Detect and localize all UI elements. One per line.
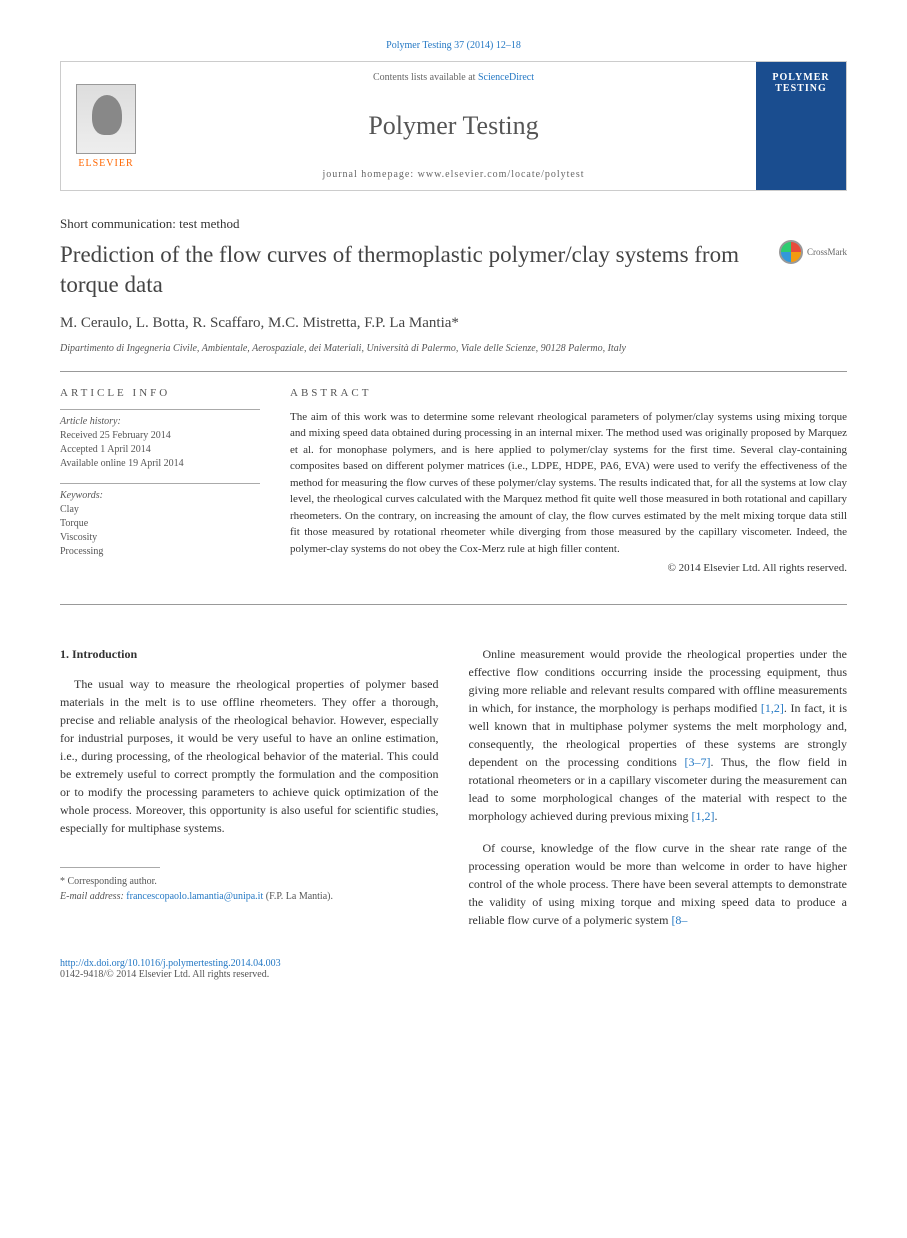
cover-title: POLYMER TESTING [761, 72, 841, 94]
keyword: Processing [60, 545, 260, 559]
homepage-url[interactable]: www.elsevier.com/locate/polytest [418, 169, 585, 180]
contents-prefix: Contents lists available at [373, 72, 478, 83]
history-label: Article history: [60, 409, 260, 427]
corresponding-author-note: * Corresponding author. [60, 874, 439, 889]
divider [60, 604, 847, 605]
citation-line: Polymer Testing 37 (2014) 12–18 [60, 40, 847, 51]
issn-copyright: 0142-9418/© 2014 Elsevier Ltd. All right… [60, 969, 847, 980]
elsevier-tree-icon [76, 84, 136, 154]
affiliation: Dipartimento di Ingegneria Civile, Ambie… [60, 342, 847, 356]
online-date: Available online 19 April 2014 [60, 457, 260, 471]
journal-homepage: journal homepage: www.elsevier.com/locat… [161, 169, 746, 180]
sciencedirect-link[interactable]: ScienceDirect [478, 72, 534, 83]
divider [60, 371, 847, 372]
journal-name: Polymer Testing [161, 111, 746, 141]
abstract-heading: ABSTRACT [290, 387, 847, 399]
email-suffix: (F.P. La Mantia). [263, 891, 333, 902]
email-label: E-mail address: [60, 891, 126, 902]
section-heading: 1. Introduction [60, 645, 439, 663]
article-info-panel: ARTICLE INFO Article history: Received 2… [60, 387, 260, 575]
journal-header: ELSEVIER Contents lists available at Sci… [60, 61, 847, 191]
author-list: M. Ceraulo, L. Botta, R. Scaffaro, M.C. … [60, 315, 847, 332]
reference-link[interactable]: [1,2] [691, 809, 714, 823]
doi-link[interactable]: http://dx.doi.org/10.1016/j.polymertesti… [60, 958, 847, 969]
crossmark-label: CrossMark [807, 247, 847, 257]
footnote-divider [60, 867, 160, 868]
reference-link[interactable]: [8– [671, 913, 687, 927]
email-footnote: E-mail address: francescopaolo.lamantia@… [60, 889, 439, 904]
body-text: Of course, knowledge of the flow curve i… [469, 841, 848, 927]
body-column-right: Online measurement would provide the rhe… [469, 645, 848, 943]
crossmark-badge[interactable]: CrossMark [779, 240, 847, 264]
crossmark-icon [779, 240, 803, 264]
info-heading: ARTICLE INFO [60, 387, 260, 399]
keyword: Clay [60, 503, 260, 517]
abstract-text: The aim of this work was to determine so… [290, 409, 847, 558]
article-type: Short communication: test method [60, 216, 847, 232]
body-paragraph: The usual way to measure the rheological… [60, 675, 439, 837]
accepted-date: Accepted 1 April 2014 [60, 443, 260, 457]
publisher-name: ELSEVIER [78, 158, 133, 169]
keyword: Torque [60, 517, 260, 531]
reference-link[interactable]: [3–7] [685, 755, 711, 769]
body-paragraph: Online measurement would provide the rhe… [469, 645, 848, 825]
received-date: Received 25 February 2014 [60, 429, 260, 443]
homepage-prefix: journal homepage: [322, 169, 417, 180]
journal-cover-thumbnail[interactable]: POLYMER TESTING [756, 62, 846, 190]
keywords-label: Keywords: [60, 483, 260, 501]
author-email-link[interactable]: francescopaolo.lamantia@unipa.it [126, 891, 263, 902]
abstract-panel: ABSTRACT The aim of this work was to det… [290, 387, 847, 575]
contents-list-line: Contents lists available at ScienceDirec… [161, 72, 746, 83]
body-paragraph: Of course, knowledge of the flow curve i… [469, 839, 848, 929]
publisher-logo[interactable]: ELSEVIER [61, 62, 151, 190]
body-column-left: 1. Introduction The usual way to measure… [60, 645, 439, 943]
abstract-copyright: © 2014 Elsevier Ltd. All rights reserved… [290, 562, 847, 574]
article-title: Prediction of the flow curves of thermop… [60, 240, 759, 300]
body-text: . [714, 809, 717, 823]
reference-link[interactable]: [1,2] [761, 701, 784, 715]
keyword: Viscosity [60, 531, 260, 545]
